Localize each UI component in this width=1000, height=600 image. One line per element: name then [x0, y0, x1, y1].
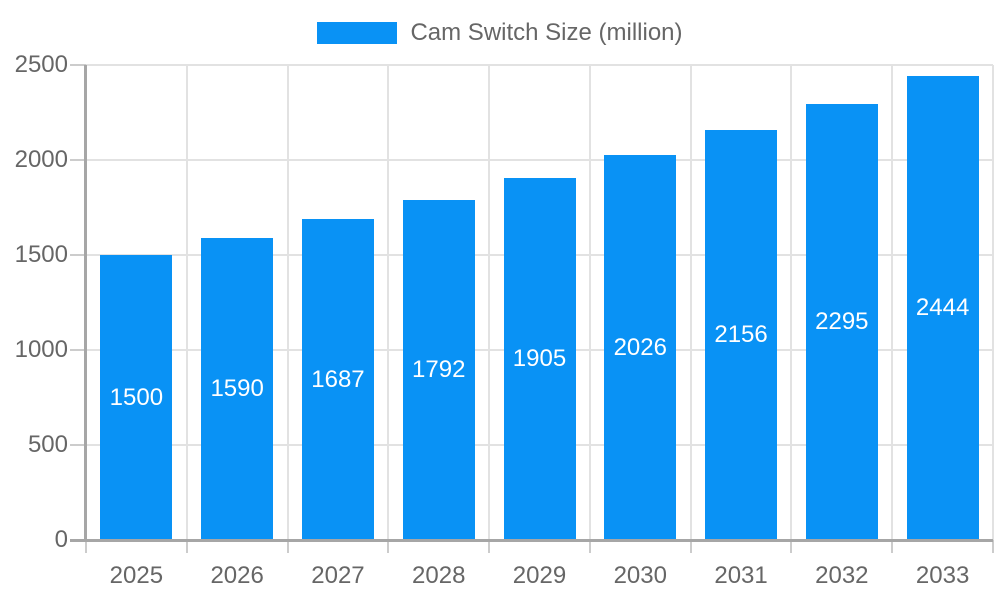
y-axis-label: 0 — [54, 526, 68, 553]
y-tick — [70, 349, 86, 351]
y-axis-label: 1500 — [14, 241, 68, 268]
x-tick — [992, 540, 994, 553]
bar-2026[interactable] — [201, 237, 274, 540]
x-axis-label-2033: 2033 — [915, 562, 970, 589]
x-gridline — [488, 65, 491, 540]
bar-value-2025: 1500 — [109, 383, 164, 411]
x-tick — [286, 540, 289, 553]
x-gridline — [992, 65, 994, 540]
legend-swatch-icon — [317, 22, 398, 44]
x-axis-label-2031: 2031 — [714, 562, 768, 589]
y-axis-label: 1000 — [14, 336, 68, 363]
y-axis-line — [84, 65, 87, 540]
x-tick — [185, 540, 188, 553]
x-tick — [891, 540, 894, 553]
x-axis-label-2027: 2027 — [311, 562, 365, 589]
bar-value-2027: 1687 — [311, 365, 365, 393]
bar-value-2029: 1905 — [512, 345, 567, 373]
legend-label: Cam Switch Size (million) — [410, 19, 683, 46]
bar-2025[interactable] — [100, 255, 173, 540]
x-tick — [387, 540, 390, 553]
x-axis-label-2025: 2025 — [109, 562, 164, 589]
y-axis-label: 500 — [27, 431, 68, 458]
x-axis-label-2026: 2026 — [210, 562, 264, 589]
bar-2033[interactable] — [906, 75, 979, 540]
y-gridline — [86, 159, 993, 161]
y-axis-label: 2500 — [14, 51, 68, 78]
y-axis-label: 2000 — [14, 146, 68, 173]
x-tick — [689, 540, 692, 553]
y-tick — [70, 64, 86, 66]
x-gridline — [689, 65, 692, 540]
x-gridline — [185, 65, 188, 540]
y-tick — [70, 254, 86, 256]
bar-value-2032: 2295 — [815, 307, 869, 335]
x-axis-label-2032: 2032 — [815, 562, 869, 589]
bar-2028[interactable] — [402, 199, 475, 540]
x-axis-label-2030: 2030 — [613, 562, 667, 589]
x-tick — [790, 540, 793, 553]
x-gridline — [387, 65, 390, 540]
x-axis-line — [70, 539, 993, 542]
y-tick — [70, 444, 86, 446]
bar-2029[interactable] — [503, 178, 576, 540]
x-axis-label-2029: 2029 — [512, 562, 567, 589]
bar-2027[interactable] — [301, 219, 374, 540]
x-gridline — [286, 65, 289, 540]
y-tick — [70, 159, 86, 161]
bar-value-2033: 2444 — [915, 293, 970, 321]
x-gridline — [588, 65, 591, 540]
x-tick — [588, 540, 591, 553]
chart-legend[interactable]: Cam Switch Size (million) — [0, 19, 1000, 47]
bar-value-2031: 2156 — [714, 321, 768, 349]
x-tick — [488, 540, 491, 553]
x-axis-label-2028: 2028 — [412, 562, 466, 589]
bar-2032[interactable] — [805, 103, 878, 540]
bar-2030[interactable] — [604, 155, 677, 540]
x-tick — [85, 540, 87, 553]
bar-value-2026: 1590 — [210, 374, 264, 402]
x-gridline — [891, 65, 894, 540]
bar-value-2030: 2026 — [613, 333, 667, 361]
bar-value-2028: 1792 — [412, 355, 466, 383]
y-gridline — [86, 64, 993, 66]
x-gridline — [790, 65, 793, 540]
bar-2031[interactable] — [705, 130, 778, 540]
